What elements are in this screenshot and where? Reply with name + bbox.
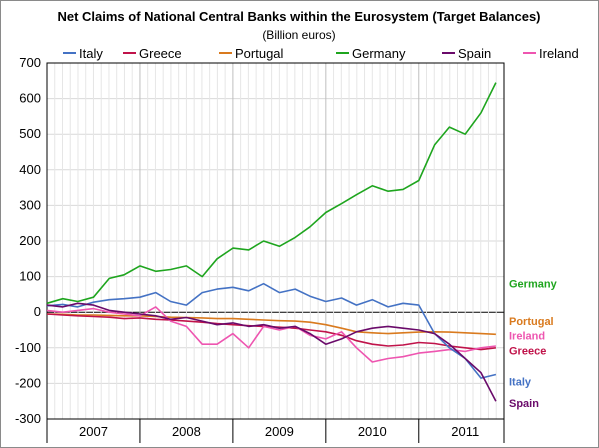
series-lines (46, 82, 497, 402)
y-tick-label: 600 (19, 91, 41, 106)
y-tick-label: 0 (34, 304, 41, 319)
legend-label: Germany (352, 46, 406, 61)
end-label-ireland: Ireland (509, 330, 545, 342)
legend-label: Italy (79, 46, 103, 61)
y-tick-label: 300 (19, 197, 41, 212)
end-label-portugal: Portugal (509, 316, 554, 328)
end-label-greece: Greece (509, 346, 546, 358)
series-end-labels: Italy Greece Portugal Germany Spain Ireland (509, 279, 558, 410)
y-tick-label: -100 (15, 340, 41, 355)
series-line-italy (46, 282, 497, 379)
legend-label: Greece (139, 46, 182, 61)
y-tick-label: 700 (19, 55, 41, 70)
y-tick-label: 100 (19, 269, 41, 284)
grid-lines (46, 62, 505, 420)
x-tick-label: 2010 (358, 424, 387, 439)
legend-label: Ireland (539, 46, 579, 61)
plot-border (46, 62, 505, 420)
x-tick-label: 2008 (172, 424, 201, 439)
chart-subtitle: (Billion euros) (262, 28, 335, 42)
end-label-germany: Germany (509, 279, 558, 291)
series-line-spain (46, 302, 497, 402)
chart-title: Net Claims of National Central Banks wit… (57, 9, 540, 24)
series-line-portugal (46, 313, 496, 336)
end-label-spain: Spain (509, 398, 539, 410)
x-tick-label: 2011 (451, 424, 479, 439)
y-tick-label: -300 (15, 411, 41, 426)
legend-label: Spain (458, 46, 491, 61)
x-tick-label: 2007 (79, 424, 108, 439)
y-tick-label: 400 (19, 162, 41, 177)
axes: 700 600 500 400 300 200 100 0 -100 -200 -300 2007 20… (15, 55, 505, 443)
series-line-germany (46, 82, 497, 305)
legend: Italy Greece Portugal Germany Spain Ireland (63, 46, 579, 61)
y-tick-label: 200 (19, 233, 41, 248)
y-tick-label: -200 (15, 375, 41, 390)
end-label-italy: Italy (509, 377, 532, 389)
x-tick-label: 2009 (265, 424, 294, 439)
legend-label: Portugal (235, 46, 284, 61)
series-line-ireland (46, 306, 496, 363)
y-tick-label: 500 (19, 126, 41, 141)
